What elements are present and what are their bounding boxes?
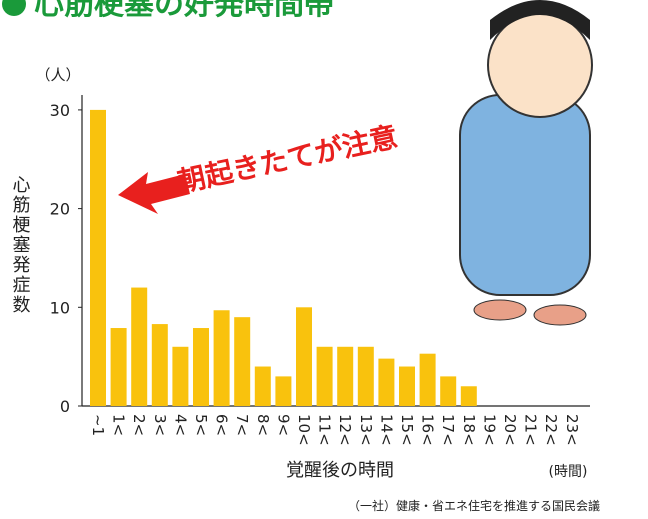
y-tick-label: 0 (60, 397, 70, 416)
x-axis-label: 覚醒後の時間 (286, 460, 394, 481)
x-tick-label: 9< (274, 414, 292, 436)
bar (152, 324, 168, 406)
x-tick-label: 13< (357, 414, 375, 446)
title-bullet (2, 0, 26, 16)
slipper (534, 305, 586, 325)
y-tick-label: 30 (50, 101, 70, 120)
x-tick-label: 17< (439, 414, 457, 446)
slipper (474, 300, 526, 320)
x-tick-label: 19< (480, 414, 498, 446)
annotation: 朝起きたてが注意 (175, 120, 401, 199)
bar (358, 347, 374, 406)
chart: 心筋梗塞の好発時間帯 （人） 心筋梗塞発症数 覚醒後の時間 (時間) （一社）健… (0, 0, 648, 519)
x-tick-label: 15< (398, 414, 416, 446)
x-tick-label: 11< (316, 414, 334, 446)
pajama (460, 95, 590, 295)
chart-title: 心筋梗塞の好発時間帯 (34, 0, 334, 22)
source: （一社）健康・省エネ住宅を推進する国民会議 (348, 498, 600, 513)
x-tick-label: ~1 (89, 414, 107, 436)
x-tick-label: 21< (522, 414, 540, 446)
x-tick-label: 8< (254, 414, 272, 436)
bar (399, 367, 415, 406)
bar (193, 328, 209, 406)
x-tick-label: 16< (419, 414, 437, 446)
x-tick-label: 22< (542, 414, 560, 446)
bar (90, 110, 106, 406)
x-tick-label: 5< (192, 414, 210, 436)
x-tick-label: 20< (501, 414, 519, 446)
bar (317, 347, 333, 406)
bar (111, 328, 127, 406)
y-tick-label: 20 (50, 200, 70, 219)
x-tick-label: 23< (563, 414, 581, 446)
bar (461, 386, 477, 406)
x-tick-label: 2< (130, 414, 148, 436)
y-unit: （人） (35, 66, 80, 84)
x-tick-label: 6< (213, 414, 231, 436)
x-tick-label: 10< (295, 414, 313, 446)
bar (275, 376, 291, 406)
bar (131, 288, 147, 406)
x-tick-label: 3< (151, 414, 169, 436)
y-axis-label: 心筋梗塞発症数 (10, 175, 31, 315)
bar (214, 310, 230, 406)
head (488, 13, 592, 117)
bar (296, 307, 312, 406)
bar (255, 367, 271, 406)
bar (172, 347, 188, 406)
bar (440, 376, 456, 406)
x-tick-label: 12< (336, 414, 354, 446)
bar (234, 317, 250, 406)
x-tick-label: 18< (460, 414, 478, 446)
x-tick-label: 4< (171, 414, 189, 436)
x-tick-label: 7< (233, 414, 251, 436)
bar (337, 347, 353, 406)
figure (460, 0, 592, 325)
x-unit: (時間) (549, 464, 588, 480)
x-tick-label: 1< (110, 414, 128, 436)
bar (420, 354, 436, 406)
x-tick-label: 14< (377, 414, 395, 446)
y-tick-label: 10 (50, 298, 70, 317)
bar (378, 359, 394, 406)
